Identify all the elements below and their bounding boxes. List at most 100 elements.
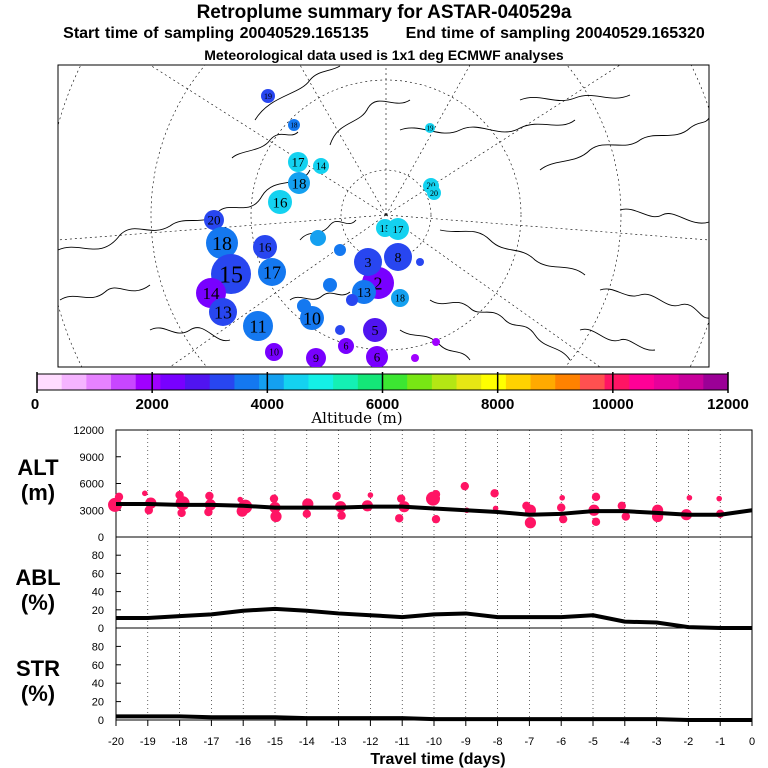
alt-scatter-point bbox=[332, 491, 341, 501]
colorbar-swatch bbox=[653, 374, 680, 390]
map-cluster-label: 20 bbox=[427, 181, 437, 191]
map-cluster-dot bbox=[338, 338, 354, 354]
x-tick-label: 0 bbox=[749, 736, 755, 748]
colorbar-swatch bbox=[209, 374, 235, 390]
panel-unit: (%) bbox=[21, 590, 55, 615]
altitude-colorbar: 0 2000 4000 6000 8000 10000 12000 Altitude (m) bbox=[31, 372, 749, 427]
map-cluster-label: 18 bbox=[395, 294, 405, 305]
map-cluster-dot bbox=[391, 289, 409, 307]
panel-unit: (%) bbox=[21, 681, 55, 706]
alt-scatter-point bbox=[236, 505, 248, 517]
alt-scatter-point bbox=[395, 514, 404, 523]
x-tick-label: -5 bbox=[588, 736, 598, 748]
map-cluster-label: 14 bbox=[203, 284, 221, 303]
map-cluster-dot bbox=[253, 235, 277, 259]
alt-scatter-point bbox=[591, 492, 601, 502]
alt-scatter-point bbox=[270, 510, 282, 523]
map-cluster-dot bbox=[297, 299, 311, 313]
colorbar-swatch bbox=[160, 374, 186, 390]
alt-scatter-point bbox=[617, 501, 626, 510]
alt-scatter-point bbox=[559, 514, 568, 524]
panel-unit: (m) bbox=[21, 480, 55, 505]
colorbar-swatch bbox=[185, 374, 211, 390]
map-cluster-dot bbox=[352, 280, 376, 304]
panel-frame bbox=[115, 627, 753, 721]
map-cluster-label: 19 bbox=[427, 124, 435, 132]
colorbar-swatch bbox=[308, 374, 334, 390]
map-cluster-label: 18 bbox=[291, 121, 299, 129]
map-cluster-dot bbox=[306, 348, 326, 367]
colorbar-swatch bbox=[135, 374, 161, 390]
alt-scatter-point bbox=[204, 507, 213, 517]
map-cluster-label: 2 bbox=[374, 273, 383, 293]
colorbar-label: Altitude (m) bbox=[310, 409, 402, 427]
alt-scatter-point bbox=[557, 503, 566, 512]
colorbar-tick-label: 8000 bbox=[481, 396, 514, 413]
map-cluster-label: 17 bbox=[263, 262, 281, 282]
y-tick-label: 0 bbox=[98, 623, 104, 635]
map-cluster-dot bbox=[354, 248, 382, 276]
alt-scatter-point bbox=[397, 494, 406, 503]
x-tick-label: -13 bbox=[331, 736, 347, 748]
map-cluster-dot bbox=[206, 227, 238, 259]
map-cluster-dot bbox=[204, 210, 224, 230]
map-cluster-label: 19 bbox=[264, 92, 272, 101]
colorbar-swatch bbox=[333, 374, 359, 390]
x-tick-label: -16 bbox=[235, 736, 251, 748]
map-cluster-dot bbox=[265, 343, 283, 361]
alt-scatter-point bbox=[205, 491, 214, 501]
alt-scatter-point bbox=[490, 489, 499, 498]
map-cluster-dot bbox=[323, 278, 337, 292]
map-coastlines bbox=[58, 65, 709, 361]
alt-scatter-point bbox=[686, 494, 693, 501]
x-tick-label: -3 bbox=[652, 736, 662, 748]
x-tick-label: -12 bbox=[362, 736, 378, 748]
sampling-times: Start time of sampling 20040529.165135 E… bbox=[0, 25, 768, 43]
x-tick-label: -20 bbox=[108, 736, 124, 748]
y-tick-label: 40 bbox=[92, 678, 104, 690]
x-tick-label: -19 bbox=[140, 736, 156, 748]
alt-scatter-point bbox=[559, 494, 565, 501]
panel-abl: 0 20 40 60 80 ABL(%) bbox=[15, 536, 753, 635]
alt-scatter-point bbox=[142, 490, 148, 497]
x-tick-label: -11 bbox=[395, 736, 410, 748]
y-tick-label: 12000 bbox=[73, 425, 104, 437]
start-time-label: Start time of sampling 20040529.165135 bbox=[63, 25, 369, 42]
colorbar-swatch bbox=[357, 374, 383, 390]
map-cluster-label: 20 bbox=[430, 189, 438, 198]
colorbar-swatch bbox=[678, 374, 704, 390]
y-tick-label: 60 bbox=[92, 568, 104, 580]
y-tick-label: 6000 bbox=[80, 479, 104, 491]
series-line bbox=[116, 606, 752, 630]
map-cluster-dot bbox=[313, 158, 329, 174]
colorbar-tick-label: 4000 bbox=[251, 396, 284, 413]
colorbar-swatch bbox=[407, 374, 433, 390]
alt-scatter-point bbox=[302, 509, 311, 519]
alt-scatter-point bbox=[177, 508, 186, 518]
map-cluster-dot bbox=[258, 258, 286, 286]
map-frame bbox=[57, 64, 710, 368]
colorbar-tick-label: 2000 bbox=[135, 396, 168, 413]
panel-str: 0 20 40 60 80 STR(%) bbox=[16, 627, 753, 727]
y-tick-label: 60 bbox=[92, 660, 104, 672]
y-tick-label: 20 bbox=[92, 605, 104, 617]
x-tick-label: -4 bbox=[620, 736, 630, 748]
chart-title: Retroplume summary for ASTAR-040529a bbox=[196, 2, 572, 23]
x-tick-label: -18 bbox=[172, 736, 188, 748]
alt-scatter-point bbox=[337, 511, 346, 520]
map-cluster-dot bbox=[288, 119, 300, 131]
colorbar-swatch bbox=[431, 374, 458, 390]
x-tick-label: -8 bbox=[493, 736, 503, 748]
map-cluster-dot bbox=[335, 325, 345, 335]
colorbar-swatch bbox=[505, 374, 532, 390]
map-cluster-dot bbox=[334, 244, 346, 256]
y-tick-label: 0 bbox=[98, 715, 104, 727]
map-cluster-dot bbox=[425, 123, 435, 133]
map-cluster-dot bbox=[432, 338, 440, 346]
x-tick-label: -17 bbox=[203, 736, 219, 748]
map-cluster-dot bbox=[427, 186, 441, 200]
colorbar-swatch bbox=[703, 374, 729, 390]
panel-alt: 0 3000 6000 9000 12000 ALT(m) bbox=[17, 425, 753, 544]
